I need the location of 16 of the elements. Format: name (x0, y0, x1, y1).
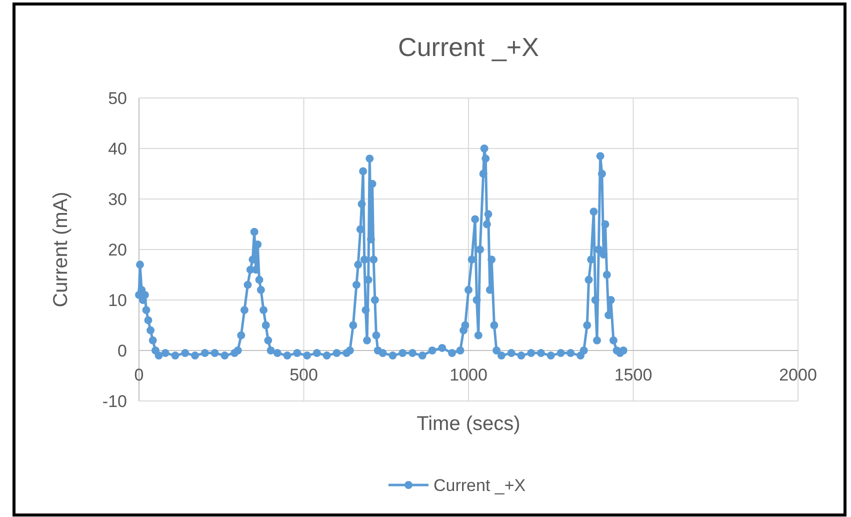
x-tick-label: 1000 (450, 366, 488, 384)
y-tick-label: 20 (108, 240, 127, 260)
chart-title: Current _+X (398, 32, 539, 62)
x-axis-title: Time (secs) (416, 413, 520, 435)
x-tick-label: 1500 (614, 366, 652, 384)
y-tick-label: 10 (108, 290, 127, 310)
x-tick-label: 2000 (779, 366, 817, 384)
y-tick-label: 30 (108, 190, 127, 209)
y-tick-label: 0 (118, 341, 127, 360)
y-tick-label: 50 (108, 88, 127, 108)
y-axis-title: Current (mA) (50, 192, 72, 308)
legend-label: Current _+X (434, 476, 526, 495)
y-tick-label: 40 (108, 139, 127, 158)
x-tick-label: 500 (290, 366, 318, 384)
x-tick-label: 0 (134, 366, 144, 384)
y-tick-label: -10 (102, 392, 127, 411)
